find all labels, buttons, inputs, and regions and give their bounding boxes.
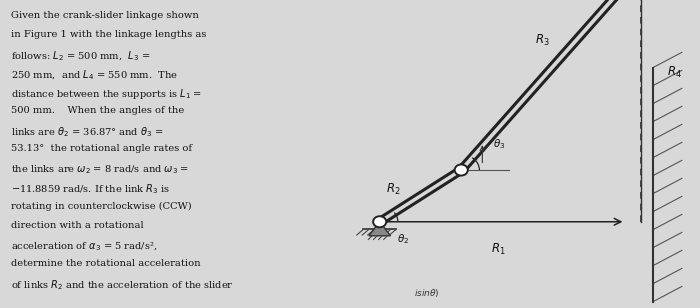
Text: 250 mm,  and $L_4$ = 550 mm.  The: 250 mm, and $L_4$ = 550 mm. The [10,68,178,82]
Text: Given the crank-slider linkage shown: Given the crank-slider linkage shown [10,11,199,20]
Text: −11.8859 rad/s. If the link $R_3$ is: −11.8859 rad/s. If the link $R_3$ is [10,183,170,197]
Text: $R_4$: $R_4$ [667,65,682,80]
Circle shape [373,216,386,227]
Text: acceleration of $\alpha_3$ = 5 rad/s²,: acceleration of $\alpha_3$ = 5 rad/s², [10,240,157,253]
Text: $\theta_2$: $\theta_2$ [397,232,410,245]
Text: 500 mm.    When the angles of the: 500 mm. When the angles of the [10,106,184,115]
Text: $R_2$: $R_2$ [386,182,400,197]
Text: 53.13°  the rotational angle rates of: 53.13° the rotational angle rates of [10,144,192,153]
Text: the links are $\omega_2$ = 8 rad/s and $\omega_3$ =: the links are $\omega_2$ = 8 rad/s and $… [10,164,189,176]
Text: $R_1$: $R_1$ [491,242,505,257]
Polygon shape [369,222,391,236]
Text: determine the rotational acceleration: determine the rotational acceleration [10,259,200,268]
Text: $R_3$: $R_3$ [535,33,550,48]
Text: $\theta_3$: $\theta_3$ [494,137,505,151]
Text: of links $R_2$ and the acceleration of the slider: of links $R_2$ and the acceleration of t… [10,278,233,292]
Text: rotating in counterclockwise (CCW): rotating in counterclockwise (CCW) [10,202,191,211]
Text: distance between the supports is $L_1$ =: distance between the supports is $L_1$ = [10,87,202,101]
Text: $isin\theta)$: $isin\theta)$ [414,287,440,299]
Text: in Figure 1 with the linkage lengths as: in Figure 1 with the linkage lengths as [10,30,206,39]
Text: direction with a rotational: direction with a rotational [10,221,144,230]
Circle shape [455,164,468,176]
Text: links are $\theta_2$ = 36.87° and $\theta_3$ =: links are $\theta_2$ = 36.87° and $\thet… [10,125,163,139]
Text: follows: $L_2$ = 500 mm,  $L_3$ =: follows: $L_2$ = 500 mm, $L_3$ = [10,49,150,63]
